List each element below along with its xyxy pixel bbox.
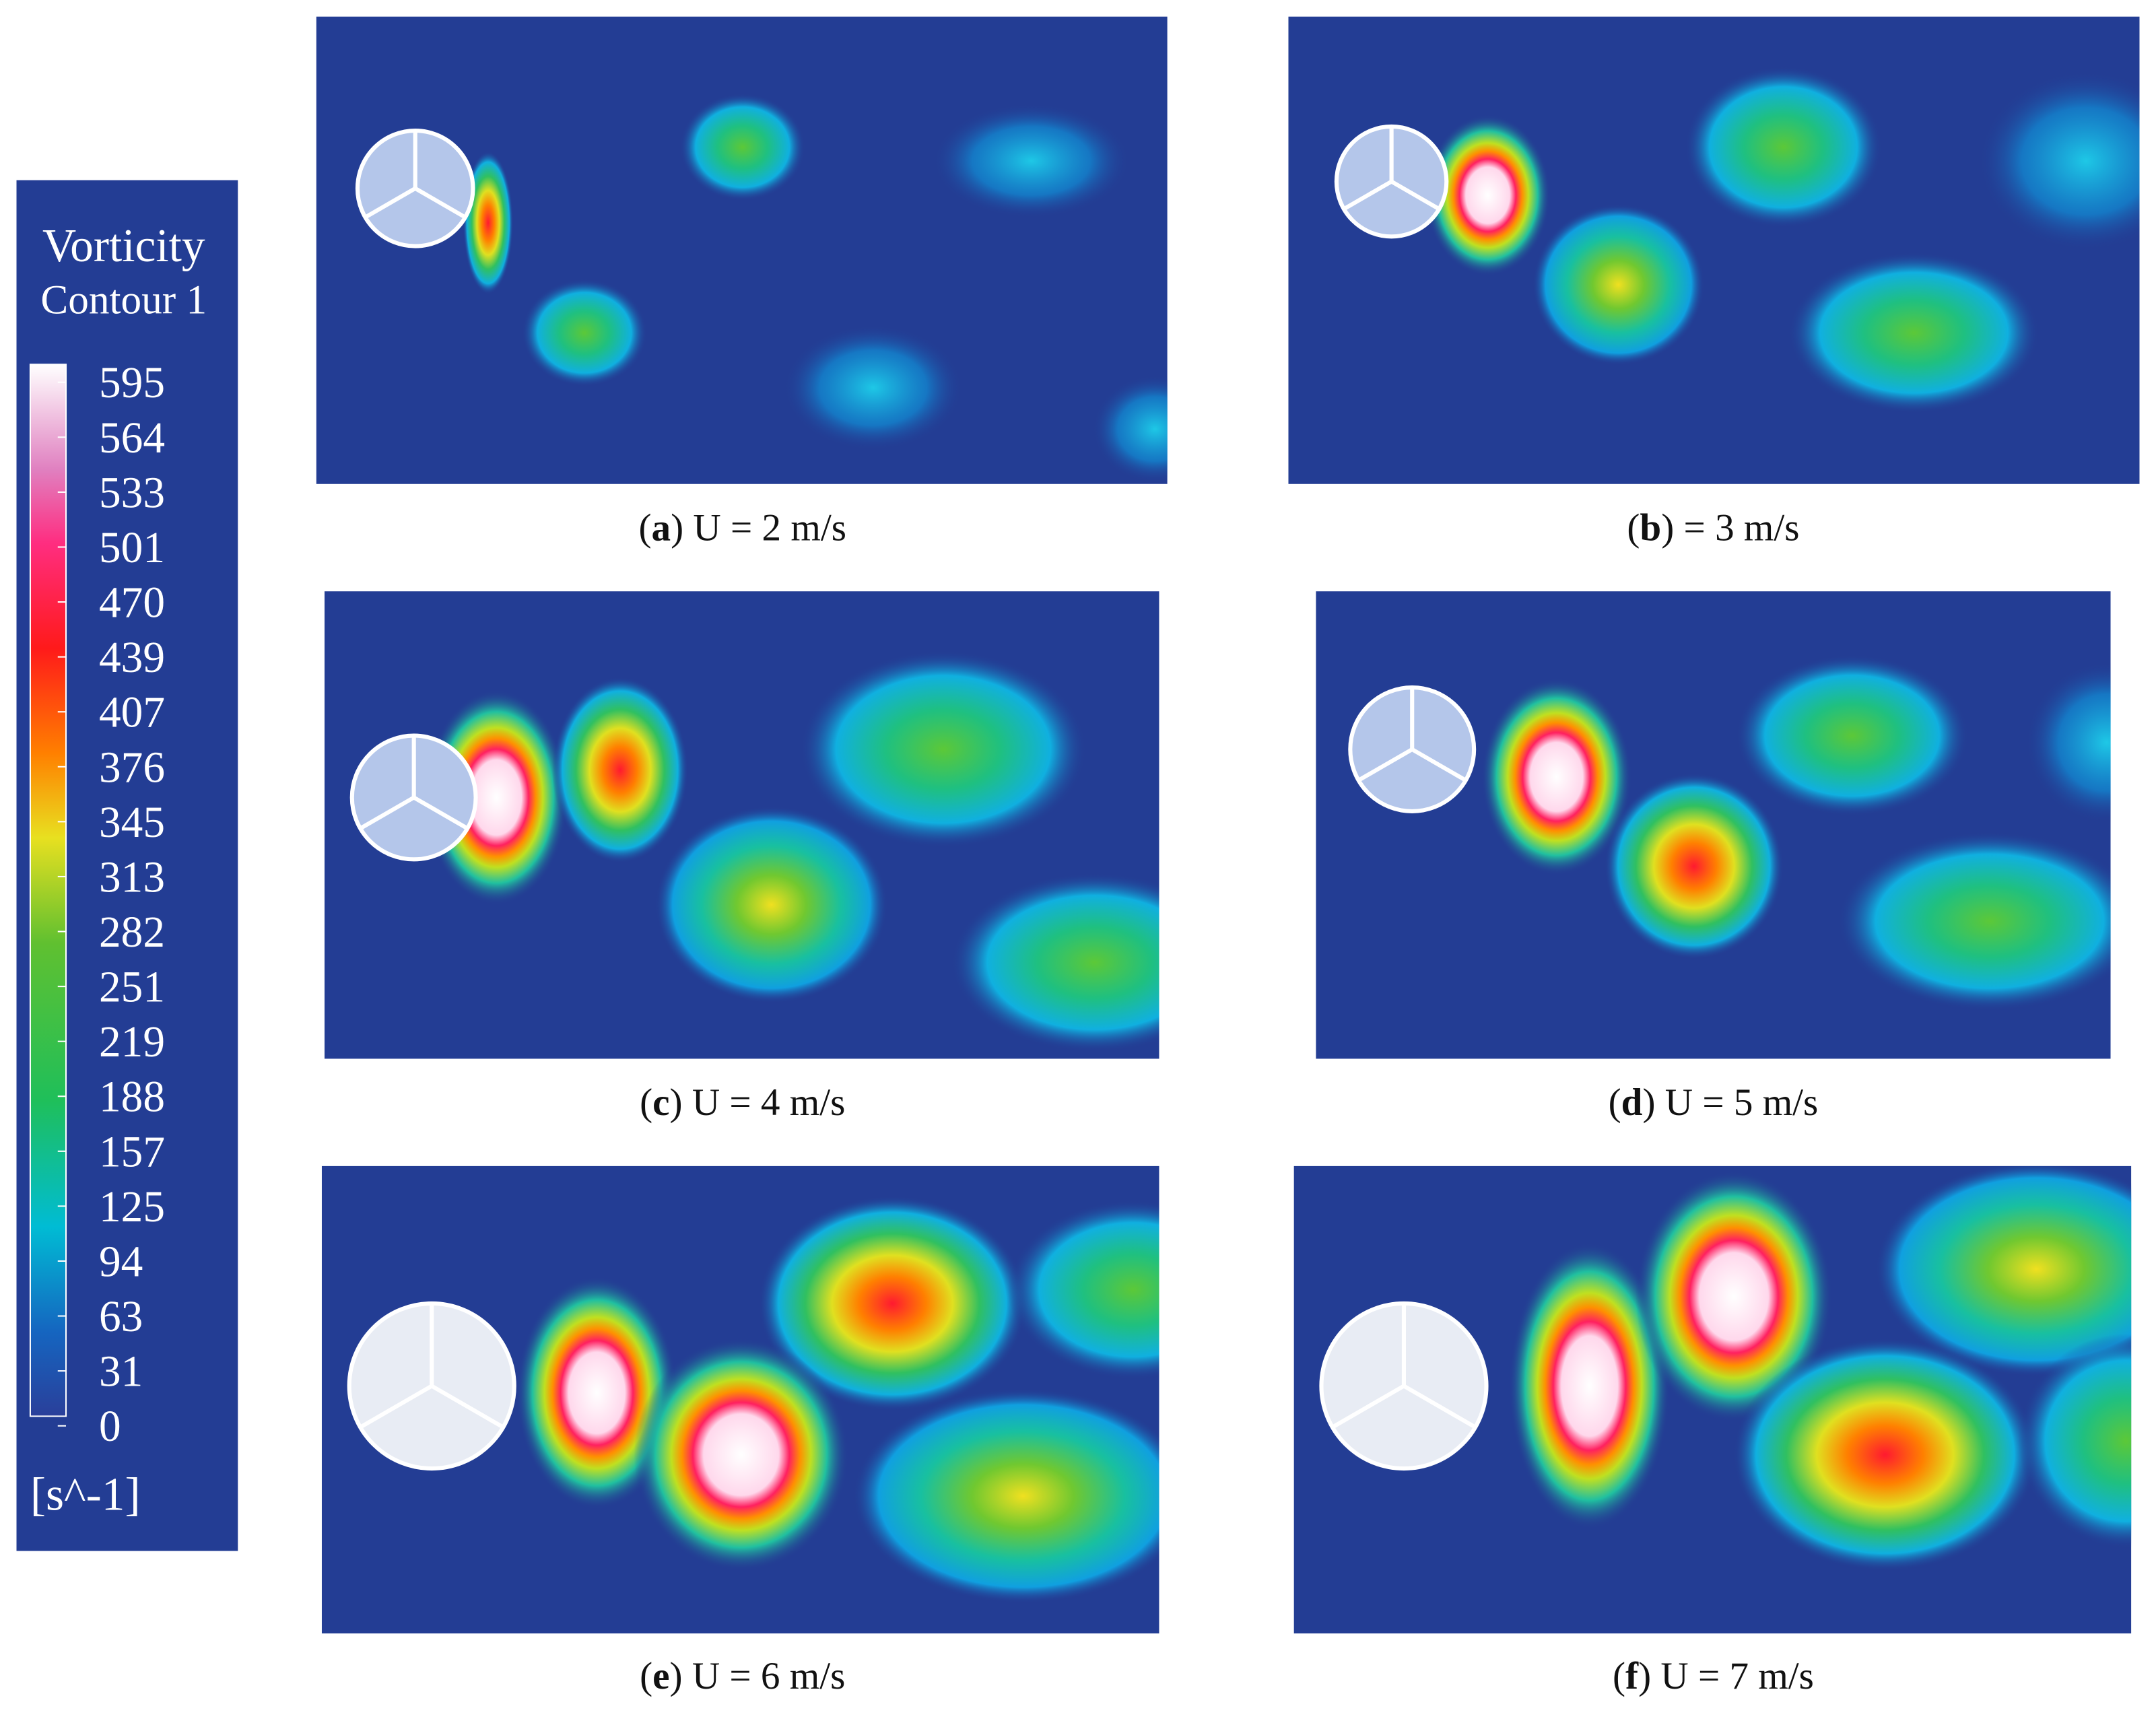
caption-part: (: [640, 1655, 652, 1697]
caption-part: e: [652, 1655, 669, 1697]
caption-part: a: [652, 507, 671, 549]
vortex: [1605, 773, 1784, 959]
colorbar-tick-label: 439: [99, 634, 165, 682]
contour-panel: [316, 16, 1168, 484]
blade: [430, 1384, 504, 1429]
colorbar-tick-label: 31: [99, 1348, 143, 1396]
vortex: [552, 677, 688, 863]
colorbar-tick-label: 533: [99, 469, 165, 517]
colorbar-tick-label: 501: [99, 524, 165, 572]
colorbar-tick-label: 376: [99, 743, 165, 792]
vortex: [463, 151, 514, 295]
blade: [364, 187, 417, 219]
colorbar-tick-label: 251: [99, 963, 165, 1012]
colorbar-tick-label: 407: [99, 689, 165, 737]
blade: [413, 795, 469, 831]
vortex: [2026, 662, 2111, 823]
vortex: [679, 93, 805, 201]
colorbar-title: Vorticity: [42, 220, 205, 272]
vortex: [1092, 375, 1168, 483]
contour-panel: [1316, 591, 2111, 1059]
colorbar-tick-label: 157: [99, 1128, 165, 1176]
contour-panel: [321, 1165, 1159, 1634]
vortex: [521, 279, 647, 386]
blade: [1357, 747, 1413, 782]
vortex: [951, 873, 1159, 1052]
blade: [359, 1384, 433, 1429]
colorbar-tick-label: 345: [99, 799, 165, 847]
caption-part: c: [652, 1081, 669, 1124]
vortex: [1481, 678, 1632, 875]
blade: [1331, 1384, 1405, 1429]
vortex: [853, 1388, 1159, 1604]
vortex: [1636, 1171, 1833, 1422]
contour-panel: [1288, 16, 2140, 484]
vortex: [655, 806, 888, 1003]
colorbar-tick-label: 125: [99, 1183, 165, 1231]
vortex: [933, 104, 1130, 218]
vortex: [1736, 655, 1969, 817]
caption-part: ) U = 6 m/s: [670, 1655, 846, 1697]
colorbar-tick-label: 94: [99, 1238, 143, 1286]
vortex: [1685, 67, 1882, 228]
vortex: [2018, 1333, 2132, 1549]
vortex: [1425, 114, 1551, 276]
colorbar-tick-label: 564: [99, 414, 165, 463]
caption: (d) U = 5 m/s: [1609, 1081, 1819, 1124]
vortex: [1788, 252, 2040, 413]
caption: (f) U = 7 m/s: [1613, 1655, 1814, 1697]
caption-part: (: [1613, 1655, 1625, 1697]
vortex: [1875, 1165, 2132, 1377]
colorbar-tick-label: 470: [99, 579, 165, 628]
caption-part: d: [1621, 1081, 1643, 1124]
vortex: [1532, 204, 1704, 366]
caption-part: ) = 3 m/s: [1661, 507, 1799, 549]
vortex: [425, 690, 568, 905]
blade: [1343, 179, 1393, 211]
contour-panel: [324, 591, 1159, 1059]
colorbar-tick-label: 282: [99, 908, 165, 957]
blade: [359, 795, 415, 831]
colorbar-tick-label: 188: [99, 1073, 165, 1122]
caption-part: ) U = 7 m/s: [1638, 1655, 1814, 1697]
colorbar-tick-label: 595: [99, 359, 165, 407]
blade: [1411, 747, 1467, 782]
colorbar: [29, 364, 67, 1417]
caption-part: ) U = 5 m/s: [1642, 1081, 1818, 1124]
colorbar-tick-label: 0: [99, 1402, 121, 1451]
caption-part: ) U = 4 m/s: [670, 1081, 846, 1124]
caption-part: ) U = 2 m/s: [671, 507, 846, 549]
vortex: [1733, 1339, 2037, 1571]
colorbar-title: Contour 1: [40, 277, 207, 323]
caption-part: b: [1640, 507, 1661, 549]
caption: (a) U = 2 m/s: [638, 507, 846, 549]
caption: (c) U = 4 m/s: [640, 1081, 845, 1124]
caption: (e) U = 6 m/s: [640, 1655, 845, 1697]
vortex: [1978, 71, 2140, 250]
caption-part: (: [1627, 507, 1640, 549]
vortex: [1007, 1200, 1159, 1380]
vortex: [783, 325, 963, 450]
caption-part: (: [640, 1081, 652, 1124]
contour-panel: [1293, 1165, 2132, 1634]
panel-background: [316, 16, 1168, 484]
vortex: [758, 1196, 1027, 1411]
blade: [414, 187, 467, 219]
colorbar-tick-label: 313: [99, 853, 165, 902]
panel-background: [1288, 16, 2140, 484]
vortex: [634, 1339, 848, 1571]
blade: [1403, 1384, 1477, 1429]
colorbar-tick-label: 63: [99, 1293, 143, 1341]
vortex: [800, 650, 1087, 848]
caption-part: (: [638, 507, 651, 549]
colorbar-tick-label: 219: [99, 1018, 165, 1066]
vortex: [1509, 1243, 1671, 1529]
caption-part: (: [1609, 1081, 1621, 1124]
caption-part: f: [1625, 1655, 1639, 1697]
vortex: [1838, 832, 2111, 1011]
colorbar-unit: [s^-1]: [30, 1468, 141, 1520]
blade: [1390, 179, 1440, 211]
caption: (b) = 3 m/s: [1627, 507, 1799, 549]
